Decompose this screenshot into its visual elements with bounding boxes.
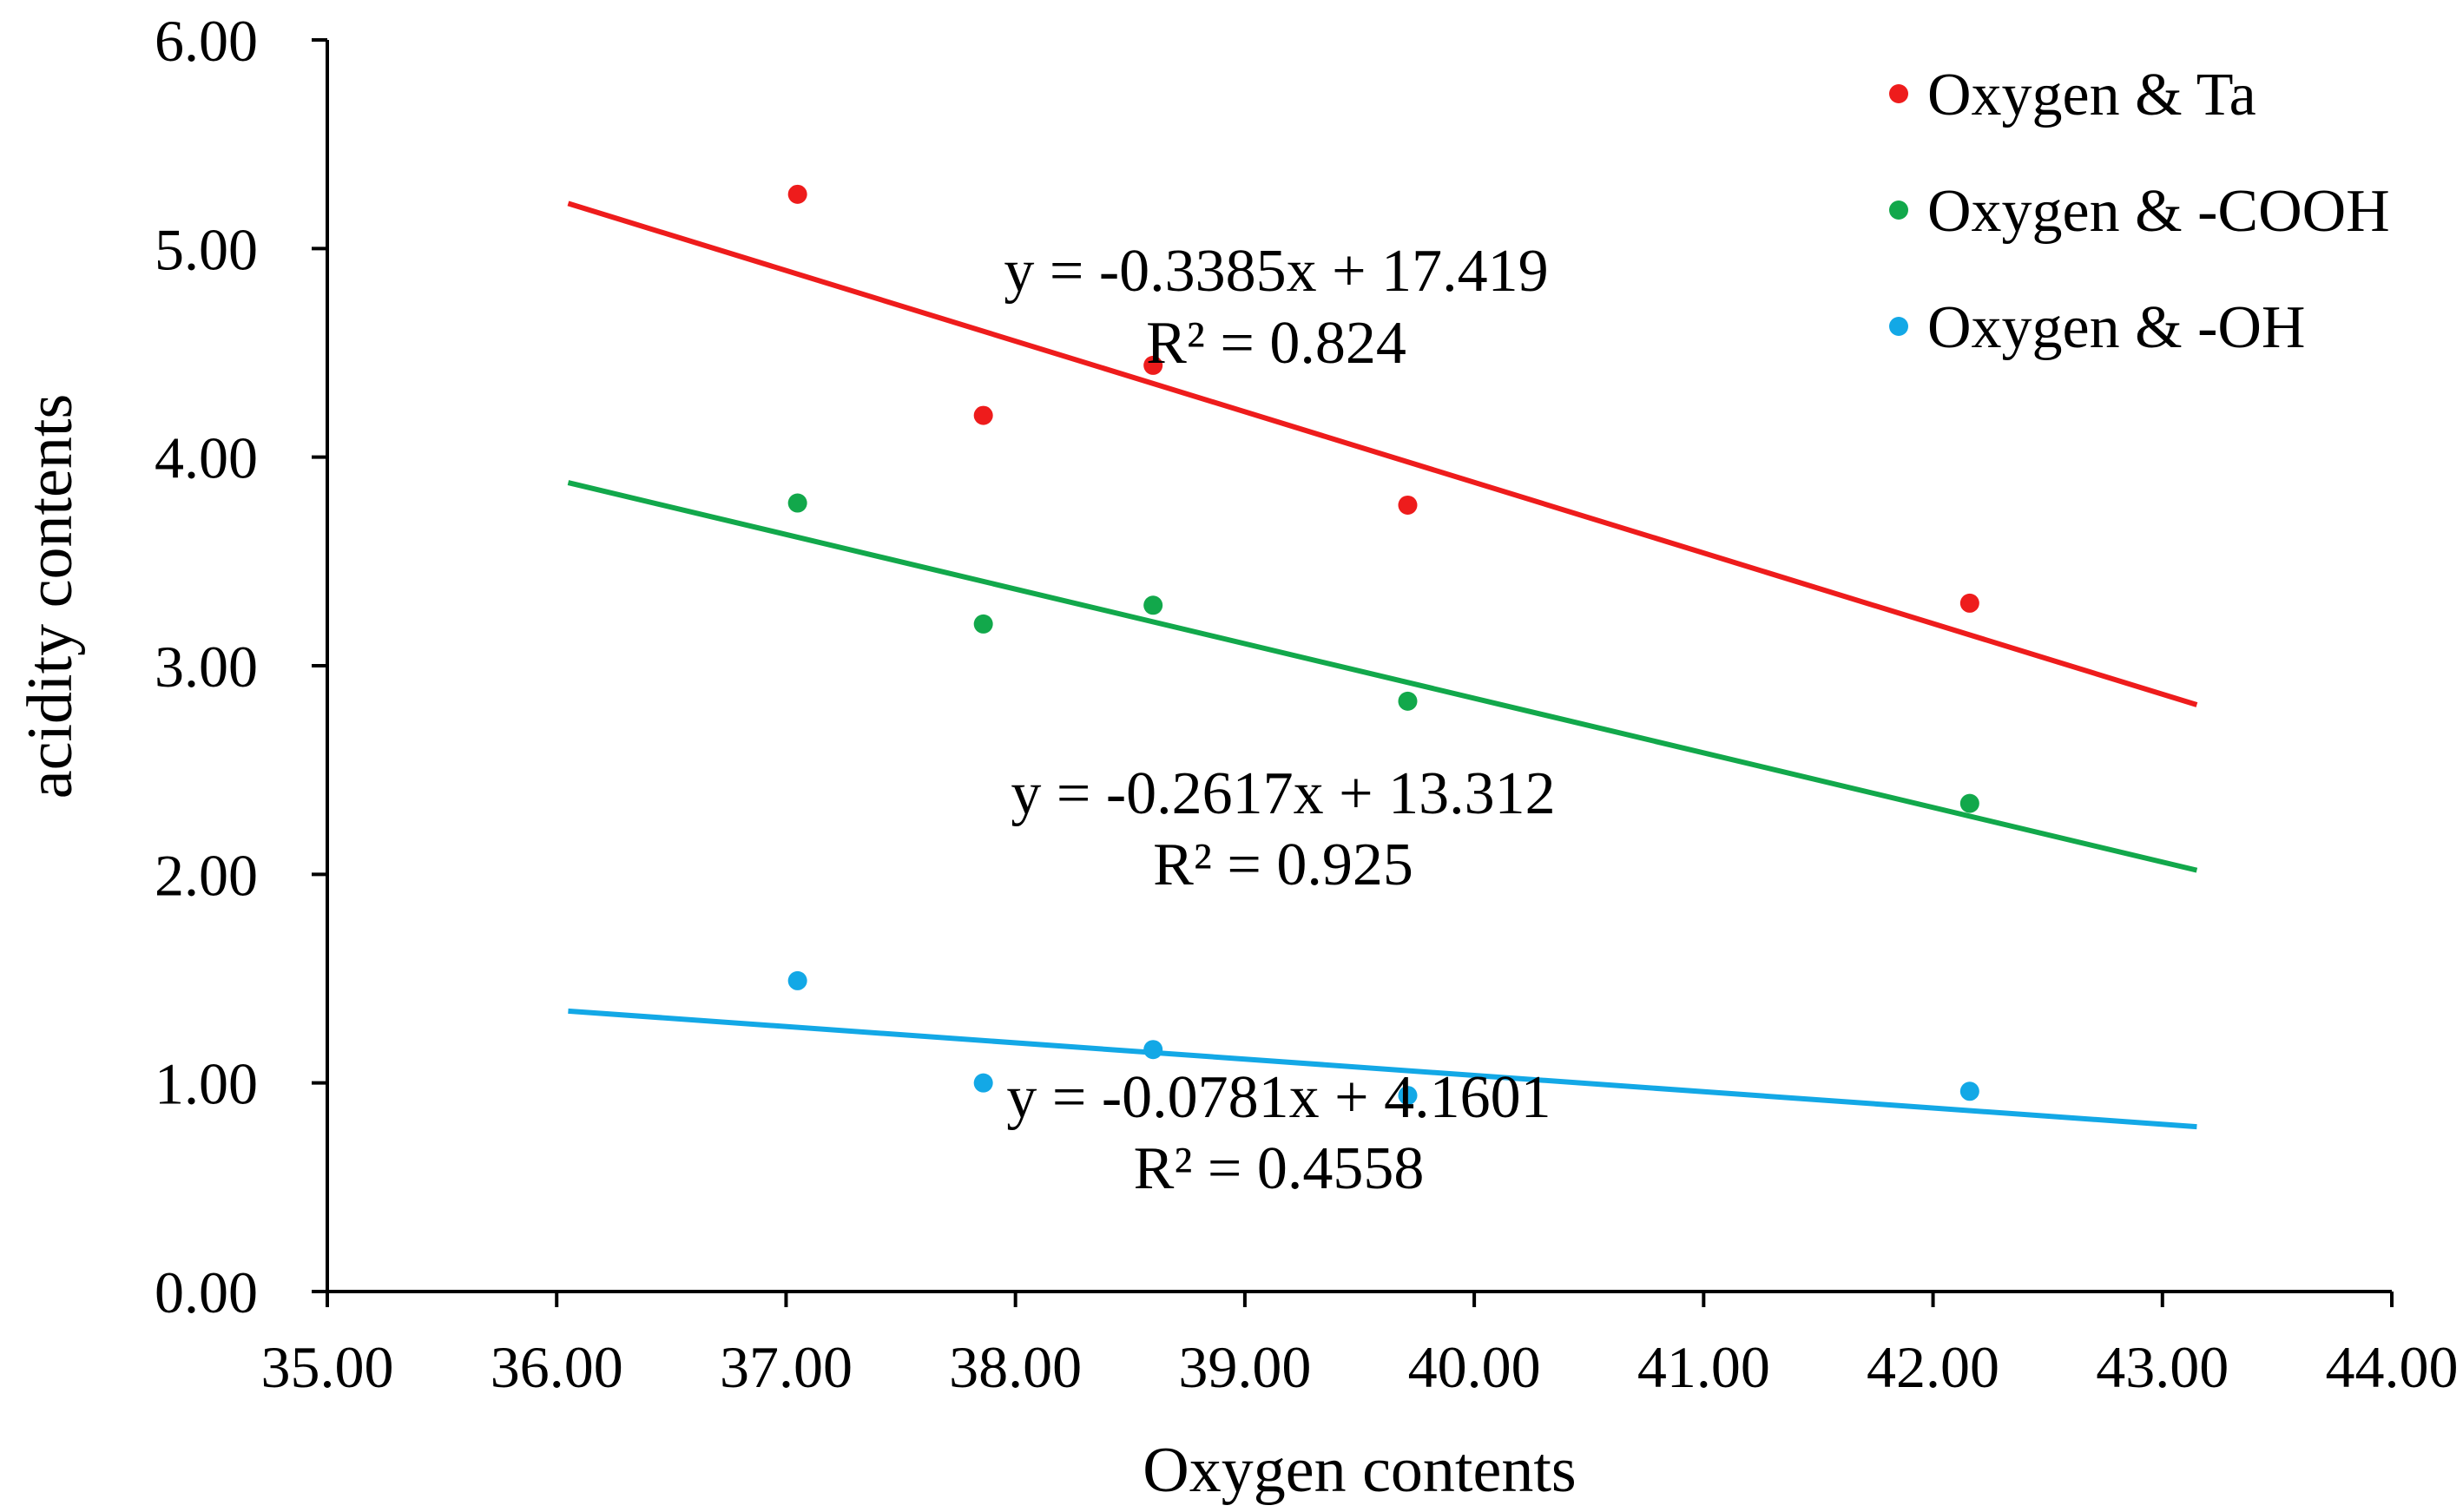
trendline-2 (568, 1008, 2197, 1130)
data-point-1-2 (1143, 595, 1163, 615)
x-tick-label: 41.00 (1637, 1334, 1770, 1400)
x-tick-label: 38.00 (949, 1334, 1082, 1400)
trendline-equation-1: y = -0.2617x + 13.312 (1011, 760, 1555, 827)
data-point-1-3 (1398, 691, 1418, 711)
x-tick-label: 43.00 (2096, 1334, 2229, 1400)
trendline-r2-0: R² = 0.824 (1146, 310, 1406, 377)
trendline-r2-2: R² = 0.4558 (1134, 1135, 1425, 1202)
y-tick-label: 3.00 (155, 634, 258, 700)
y-tick-label: 1.00 (155, 1051, 258, 1117)
x-tick-label: 36.00 (491, 1334, 623, 1400)
data-point-2-2 (1143, 1040, 1163, 1060)
y-tick-label: 6.00 (155, 8, 258, 74)
data-point-2-4 (1959, 1081, 1979, 1101)
y-axis-title: acidity contents (15, 394, 86, 799)
trendline-equation-0: y = -0.3385x + 17.419 (1004, 238, 1548, 305)
legend-marker-2 (1889, 317, 1908, 336)
y-tick-label: 0.00 (155, 1259, 258, 1325)
y-tick-label: 5.00 (155, 216, 258, 282)
data-point-2-1 (973, 1073, 993, 1093)
x-tick-label: 37.00 (720, 1334, 853, 1400)
legend-marker-0 (1889, 84, 1908, 103)
x-tick-label: 40.00 (1408, 1334, 1541, 1400)
data-point-0-4 (1959, 593, 1979, 613)
x-tick-label: 35.00 (261, 1334, 394, 1400)
y-tick-label: 2.00 (155, 842, 258, 908)
axes: 0.00 1.00 2.00 3.00 4.00 5.00 6.00 35.00 36.00 37… (155, 8, 2459, 1400)
trendline-1 (567, 480, 2198, 873)
x-axis-title: Oxygen contents (1143, 1435, 1576, 1506)
data-point-0-0 (787, 184, 807, 204)
x-tick-label: 44.00 (2326, 1334, 2459, 1400)
data-point-1-4 (1959, 793, 1979, 813)
data-point-0-2 (1143, 355, 1163, 375)
legend-label-2: Oxygen & -OH (1927, 294, 2305, 361)
x-tick-label: 42.00 (1867, 1334, 1999, 1400)
trendline-r2-1: R² = 0.925 (1153, 832, 1413, 898)
trendline-0 (567, 201, 2198, 707)
legend: Oxygen & Ta Oxygen & -COOH Oxygen & -OH (1889, 62, 2390, 361)
data-point-2-3 (1398, 1086, 1418, 1106)
data-point-1-0 (787, 493, 807, 513)
legend-label-0: Oxygen & Ta (1927, 62, 2256, 128)
data-point-1-1 (973, 614, 993, 634)
trendline-equation-2: y = -0.0781x + 4.1601 (1006, 1064, 1551, 1131)
data-point-0-1 (973, 405, 993, 425)
y-tick-label: 4.00 (155, 425, 258, 491)
data-point-0-3 (1398, 495, 1418, 515)
legend-label-1: Oxygen & -COOH (1927, 178, 2390, 245)
x-tick-label: 39.00 (1178, 1334, 1311, 1400)
legend-marker-1 (1889, 201, 1908, 220)
data-point-2-0 (787, 970, 807, 990)
